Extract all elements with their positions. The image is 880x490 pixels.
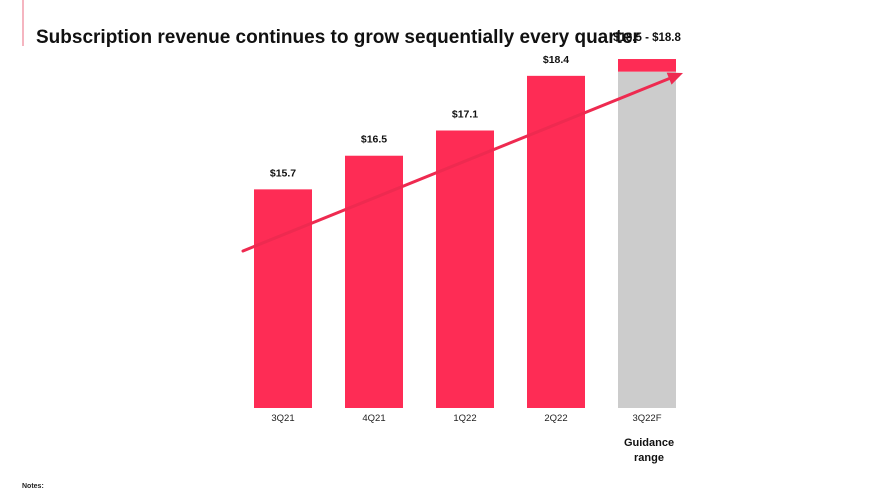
trend-arrow: [241, 72, 683, 253]
x-tick-labels-group: 3Q21 4Q21 1Q22 2Q22 3Q22F: [271, 413, 661, 424]
bar-guidance-base: [618, 71, 676, 409]
guidance-caption-group: Guidance range: [624, 437, 674, 464]
guidance-caption-line: range: [634, 452, 664, 464]
data-label-1q22: $17.1: [452, 109, 478, 121]
data-labels-group: $15.7 $16.5 $17.1 $18.4 $18.5 - $18.8: [270, 32, 682, 179]
x-tick-4q21: 4Q21: [362, 413, 385, 424]
accent-rule: [22, 0, 24, 46]
data-label-2q22: $18.4: [543, 54, 569, 66]
x-tick-2q22: 2Q22: [544, 413, 567, 424]
bar-guidance-range: [618, 59, 676, 72]
x-tick-3q22f: 3Q22F: [632, 413, 661, 424]
data-label-4q21: $16.5: [361, 134, 387, 146]
bar-1q22: [436, 130, 494, 408]
x-tick-3q21: 3Q21: [271, 413, 294, 424]
data-label-3q21: $15.7: [270, 167, 296, 179]
x-tick-1q22: 1Q22: [453, 413, 476, 424]
guidance-caption-line: Guidance: [624, 437, 674, 449]
bar-4q21: [345, 155, 403, 408]
page-title: Subscription revenue continues to grow s…: [36, 27, 640, 48]
trend-arrow-head: [666, 72, 683, 85]
footnote: Notes:: [22, 483, 44, 490]
data-label-guidance: $18.5 - $18.8: [613, 32, 681, 44]
bar-3q21: [254, 189, 312, 408]
trend-arrow-line: [241, 77, 671, 253]
